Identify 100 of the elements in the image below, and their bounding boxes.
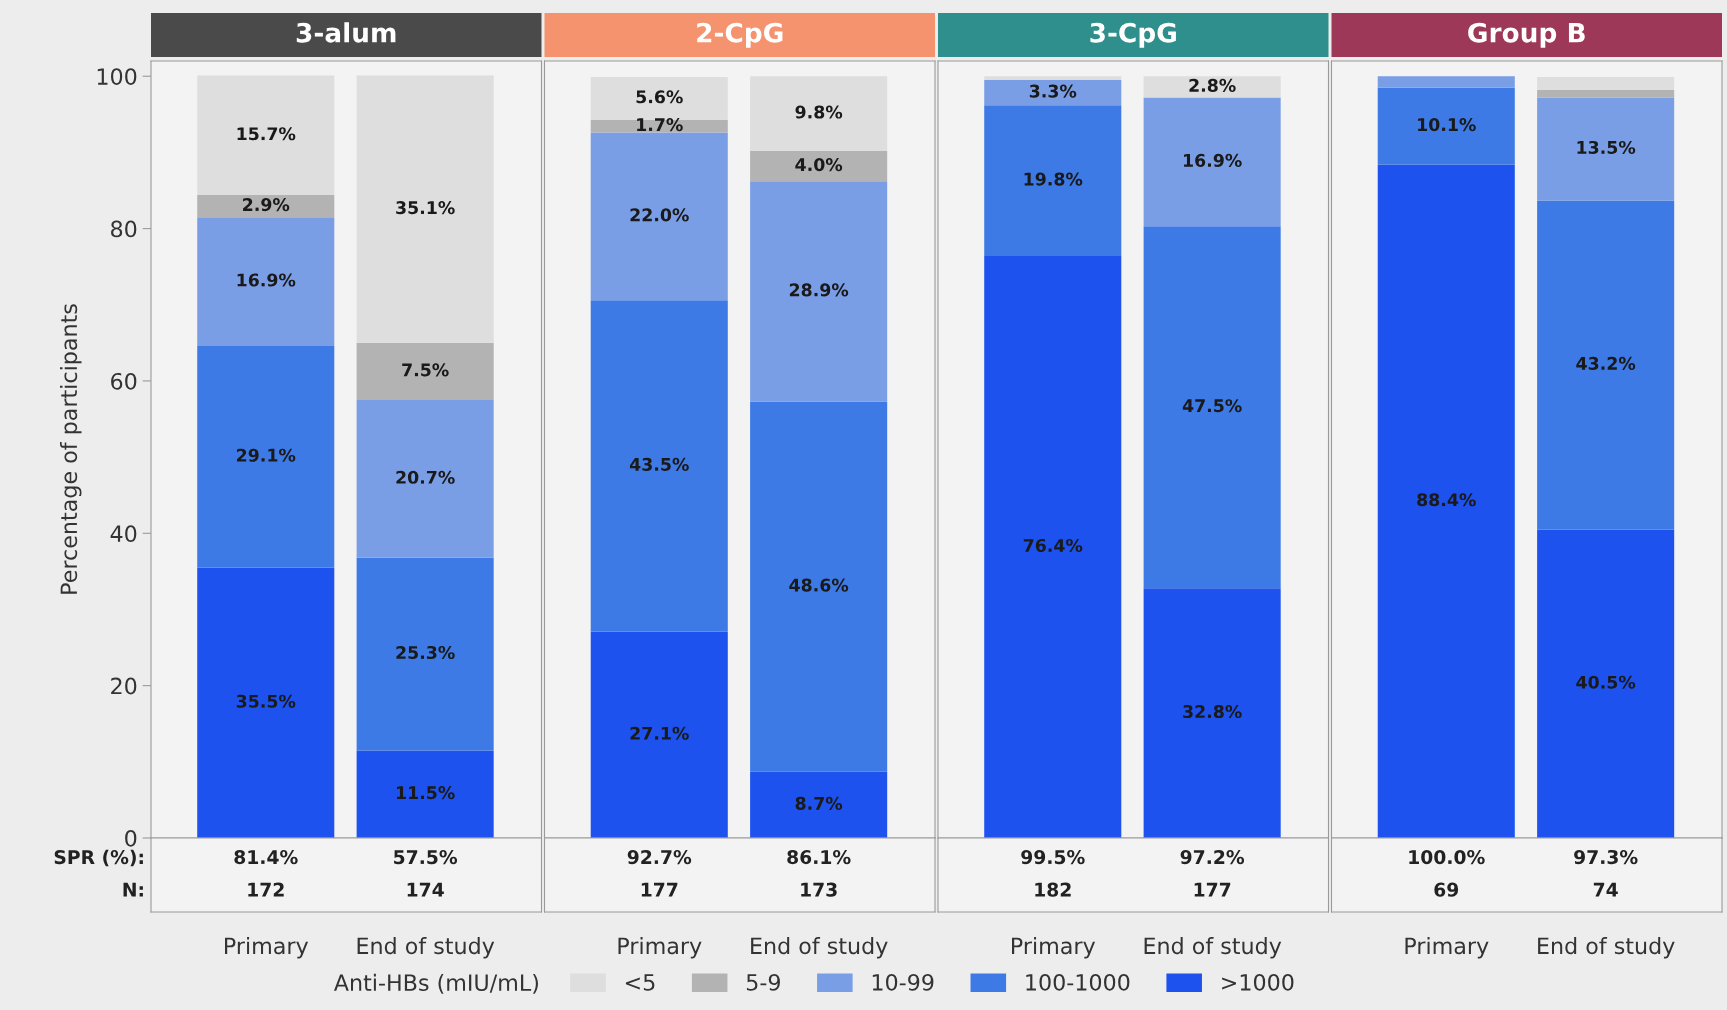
- data-label: 13.5%: [1577, 140, 1636, 155]
- legend-label: >1000: [1222, 973, 1294, 991]
- bar: [590, 77, 728, 120]
- data-label: 20.7%: [396, 470, 455, 484]
- text: 86.1%: [787, 849, 851, 865]
- bar: [984, 105, 1122, 257]
- x-tick-label: End of study: [751, 937, 888, 959]
- text: 74: [1593, 882, 1618, 897]
- text: 177: [641, 882, 678, 897]
- bar: [1143, 76, 1281, 98]
- y-axis-title: Percentage of participants: [59, 304, 82, 594]
- data-label: 15.7%: [237, 127, 296, 141]
- bar: [984, 80, 1122, 106]
- chart-title: Group B: [1468, 22, 1585, 48]
- legend-label: 100-1000: [1026, 973, 1130, 991]
- bar: [197, 195, 335, 218]
- text: 97.3%: [1574, 849, 1638, 865]
- bar: [197, 345, 335, 568]
- data-label: 43.5%: [629, 457, 689, 471]
- data-label: 25.3%: [396, 645, 455, 660]
- data-label: 28.9%: [789, 283, 849, 297]
- bar: [750, 150, 888, 182]
- data-label: 10.1%: [1418, 118, 1476, 132]
- data-label: 3.3%: [1029, 84, 1077, 98]
- data-label: 2.9%: [243, 198, 290, 212]
- bar: [1143, 97, 1281, 227]
- bar: [750, 181, 888, 402]
- bar: [197, 75, 335, 196]
- y-tick-label: 100: [97, 68, 137, 85]
- text: 92.7%: [627, 849, 692, 865]
- data-label: 5.6%: [636, 90, 683, 104]
- legend-title: Anti-HBs (mIU/mL): [333, 973, 538, 994]
- bar: [1143, 226, 1281, 589]
- text: 81.4%: [234, 849, 298, 865]
- text: 57.5%: [394, 849, 458, 865]
- data-label: 11.5%: [396, 786, 455, 800]
- text: 177: [1194, 882, 1231, 897]
- text: SPR (%):: [54, 849, 143, 867]
- text: 182: [1035, 882, 1071, 897]
- y-tick-label: 40: [110, 525, 137, 543]
- x-tick-label: Primary: [618, 937, 702, 959]
- data-label: 76.4%: [1023, 538, 1083, 553]
- bar: [356, 342, 494, 400]
- legend-label: 10-99: [872, 973, 934, 991]
- chart-title: 3-alum: [296, 22, 396, 43]
- bar: [590, 132, 728, 301]
- bar: [750, 401, 888, 772]
- bar: [1537, 200, 1675, 530]
- data-label: 47.5%: [1182, 399, 1242, 413]
- bar: [1377, 76, 1515, 88]
- bar: [356, 75, 494, 343]
- bar: [984, 76, 1122, 81]
- text: 100.0%: [1409, 849, 1485, 865]
- x-tick-label: Primary: [1405, 937, 1489, 959]
- x-tick-label: Primary: [1012, 937, 1096, 959]
- legend-label: 5-9: [746, 973, 780, 991]
- bar: [197, 217, 335, 346]
- data-label: 27.1%: [630, 726, 689, 740]
- x-tick-label: Primary: [225, 937, 309, 959]
- data-label: 8.7%: [795, 796, 843, 810]
- data-label: 29.1%: [237, 448, 296, 462]
- x-tick-label: End of study: [1144, 937, 1282, 959]
- bar: [590, 119, 728, 133]
- text: N:: [123, 882, 143, 897]
- bar: [1377, 87, 1515, 165]
- chart-title: 2-CpG: [697, 22, 783, 48]
- y-tick-label: 0: [125, 829, 137, 847]
- data-label: 9.8%: [795, 105, 843, 119]
- data-label: 22.0%: [630, 208, 689, 222]
- bar: [1537, 77, 1675, 90]
- y-tick-label: 60: [111, 372, 137, 390]
- data-label: 7.5%: [402, 363, 449, 377]
- data-label: 19.8%: [1024, 172, 1083, 186]
- data-label: 48.6%: [789, 578, 849, 592]
- data-label: 2.8%: [1189, 78, 1236, 92]
- data-label: 32.8%: [1183, 704, 1242, 719]
- bar: [1537, 97, 1675, 201]
- data-label: 35.1%: [396, 201, 455, 215]
- data-label: 1.7%: [637, 118, 683, 132]
- x-tick-label: End of study: [1538, 937, 1675, 959]
- text: 69: [1434, 882, 1459, 897]
- x-tick-label: End of study: [357, 937, 495, 959]
- text: 174: [407, 882, 444, 897]
- chart-title: 3-CpG: [1090, 22, 1176, 48]
- data-label: 43.2%: [1576, 356, 1636, 370]
- bar: [590, 300, 728, 632]
- bar: [750, 76, 888, 151]
- text: 172: [248, 882, 284, 897]
- text: 97.2%: [1180, 849, 1245, 865]
- data-label: 40.5%: [1576, 675, 1636, 689]
- bar: [356, 399, 494, 558]
- data-label: 4.0%: [795, 158, 843, 172]
- y-tick-label: 80: [111, 220, 137, 238]
- y-tick-label: 20: [111, 677, 137, 695]
- data-label: 88.4%: [1417, 493, 1476, 507]
- bar: [1537, 89, 1675, 98]
- data-label: 35.5%: [236, 694, 296, 708]
- bar: [356, 557, 494, 751]
- data-label: 16.9%: [237, 273, 296, 287]
- text: 99.5%: [1021, 849, 1085, 865]
